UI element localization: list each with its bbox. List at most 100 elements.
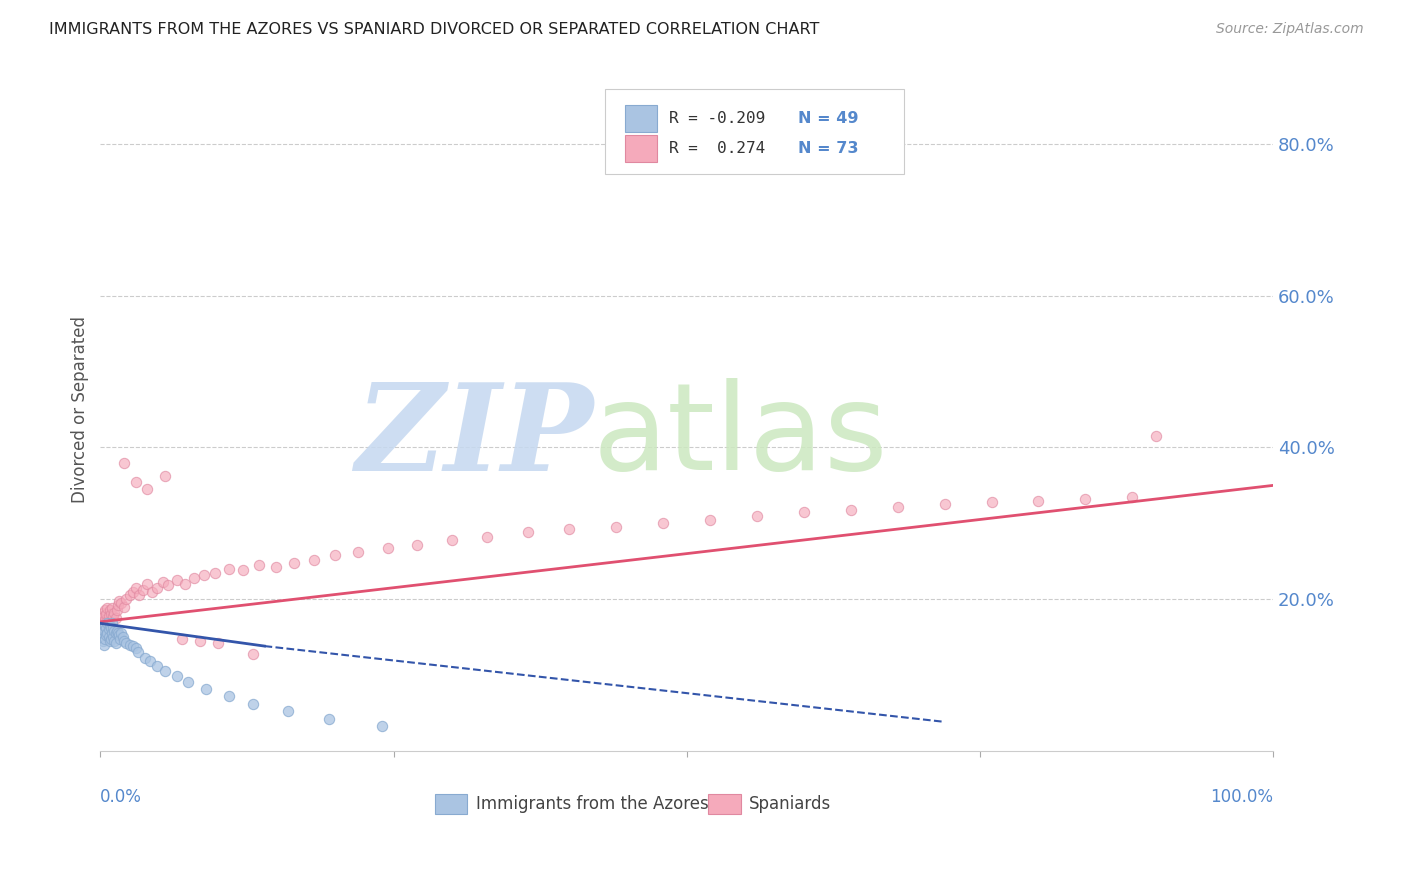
Point	[110, 632, 132, 646]
Point	[277, 704, 299, 718]
Point	[96, 601, 118, 615]
Point	[118, 588, 141, 602]
Point	[96, 628, 118, 642]
Point	[98, 633, 121, 648]
Point	[93, 621, 115, 635]
Point	[283, 556, 305, 570]
Point	[124, 641, 146, 656]
Point	[104, 636, 127, 650]
Point	[377, 541, 399, 555]
Point	[108, 593, 131, 607]
Text: atlas: atlas	[593, 378, 889, 495]
Point	[108, 628, 131, 642]
Point	[138, 654, 160, 668]
Point	[347, 545, 370, 559]
Point	[136, 577, 159, 591]
Point	[136, 482, 159, 496]
Point	[96, 607, 118, 622]
Point	[699, 512, 721, 526]
Point	[100, 607, 122, 622]
Point	[103, 630, 125, 644]
Point	[104, 611, 127, 625]
Bar	[434, 794, 467, 814]
Point	[157, 578, 180, 592]
Point	[247, 558, 270, 572]
Bar	[624, 135, 658, 162]
Point	[441, 533, 464, 547]
Point	[91, 616, 114, 631]
Point	[93, 624, 115, 638]
Point	[101, 601, 124, 615]
Point	[232, 563, 254, 577]
Point	[98, 618, 121, 632]
Point	[103, 606, 125, 620]
Text: Source: ZipAtlas.com: Source: ZipAtlas.com	[1216, 22, 1364, 37]
Point	[122, 639, 145, 653]
Point	[318, 712, 340, 726]
Point	[107, 598, 129, 612]
Point	[204, 566, 226, 580]
Point	[96, 626, 118, 640]
Point	[323, 548, 346, 562]
Point	[188, 633, 211, 648]
Point	[94, 618, 117, 632]
Point	[145, 658, 167, 673]
Point	[127, 645, 149, 659]
Point	[103, 633, 125, 648]
Point	[980, 495, 1002, 509]
Text: 100.0%: 100.0%	[1211, 789, 1272, 806]
Point	[242, 697, 264, 711]
Point	[371, 719, 394, 733]
Point	[96, 616, 118, 631]
Point	[141, 584, 163, 599]
Point	[97, 608, 120, 623]
Point	[103, 621, 125, 635]
Point	[517, 525, 540, 540]
Point	[302, 552, 325, 566]
Point	[145, 581, 167, 595]
Point	[153, 664, 176, 678]
Point	[103, 608, 125, 623]
Point	[115, 636, 138, 650]
Text: ZIP: ZIP	[354, 377, 593, 496]
Point	[100, 632, 122, 646]
Point	[745, 508, 768, 523]
Point	[98, 603, 121, 617]
Point	[207, 636, 229, 650]
Bar	[707, 794, 741, 814]
Text: Immigrants from the Azores: Immigrants from the Azores	[475, 795, 709, 813]
Point	[118, 638, 141, 652]
Point	[264, 560, 287, 574]
Point	[406, 537, 429, 551]
Point	[90, 626, 112, 640]
Point	[90, 611, 112, 625]
Y-axis label: Divorced or Separated: Divorced or Separated	[72, 316, 89, 503]
Point	[96, 621, 118, 635]
Point	[934, 497, 956, 511]
Point	[166, 573, 188, 587]
Point	[115, 592, 138, 607]
Point	[104, 626, 127, 640]
Text: R = -0.209: R = -0.209	[669, 111, 765, 126]
Point	[93, 608, 115, 623]
Text: IMMIGRANTS FROM THE AZORES VS SPANIARD DIVORCED OR SEPARATED CORRELATION CHART: IMMIGRANTS FROM THE AZORES VS SPANIARD D…	[49, 22, 820, 37]
Point	[93, 638, 115, 652]
Point	[124, 581, 146, 595]
Text: Spaniards: Spaniards	[749, 795, 831, 813]
Point	[110, 626, 132, 640]
Point	[100, 621, 122, 635]
Point	[96, 615, 118, 629]
Text: R =  0.274: R = 0.274	[669, 141, 765, 156]
Point	[194, 681, 217, 696]
Point	[839, 502, 862, 516]
Point	[101, 616, 124, 631]
Point	[177, 675, 200, 690]
Point	[131, 582, 153, 597]
Point	[166, 669, 188, 683]
Point	[105, 624, 128, 638]
Point	[91, 633, 114, 648]
Point	[112, 599, 135, 614]
Point	[97, 630, 120, 644]
Point	[94, 632, 117, 646]
Point	[124, 475, 146, 489]
